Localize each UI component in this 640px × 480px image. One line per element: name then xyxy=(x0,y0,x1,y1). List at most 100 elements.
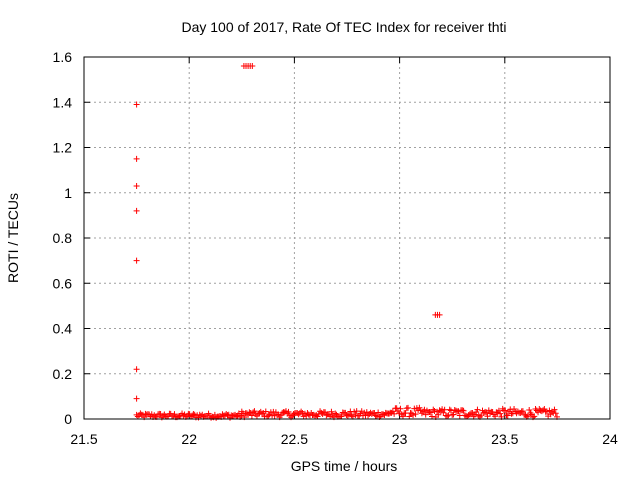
data-point xyxy=(504,412,511,419)
data-point xyxy=(396,410,403,417)
data-point xyxy=(429,413,436,420)
data-point xyxy=(397,405,404,412)
data-point xyxy=(435,411,442,418)
x-tick-label: 24 xyxy=(602,431,618,447)
y-tick-label: 0.2 xyxy=(53,366,73,382)
data-point xyxy=(527,410,534,417)
data-point xyxy=(303,412,310,419)
data-point xyxy=(416,404,423,411)
data-point xyxy=(444,413,451,420)
data-point xyxy=(466,411,473,418)
data-point xyxy=(365,412,372,419)
data-point xyxy=(249,63,256,70)
data-point xyxy=(338,413,345,420)
data-point xyxy=(298,408,305,415)
data-point xyxy=(452,407,459,414)
data-point xyxy=(189,412,196,419)
data-point xyxy=(368,410,375,417)
data-point xyxy=(171,411,178,418)
data-point xyxy=(475,412,482,419)
data-point xyxy=(133,182,140,189)
data-point xyxy=(436,407,443,414)
data-point xyxy=(213,414,220,421)
data-point xyxy=(406,413,413,420)
data-point xyxy=(456,412,463,419)
data-point xyxy=(191,411,198,418)
y-tick-label: 0 xyxy=(64,411,72,427)
x-tick-label: 21.5 xyxy=(70,431,97,447)
data-point xyxy=(546,407,553,414)
data-point xyxy=(474,406,481,413)
data-point xyxy=(547,411,554,418)
data-point xyxy=(455,408,462,415)
y-tick-label: 0.8 xyxy=(53,230,73,246)
data-point xyxy=(469,410,476,417)
chart-title: Day 100 of 2017, Rate Of TEC Index for r… xyxy=(181,19,506,35)
data-point xyxy=(502,407,509,414)
data-point xyxy=(372,412,379,419)
data-point xyxy=(279,409,286,416)
data-point xyxy=(300,413,307,420)
y-tick-label: 1.2 xyxy=(53,140,73,156)
y-tick-label: 1.6 xyxy=(53,49,73,65)
data-point xyxy=(389,408,396,415)
data-point xyxy=(361,409,368,416)
data-point xyxy=(471,411,478,418)
axis-ticks: 21.5 22 22.5 23 23.5 24 0 0.2 0.4 0.6 0.8 1 1.2 1.4 1.… xyxy=(53,49,618,447)
data-point xyxy=(412,411,419,418)
data-point xyxy=(318,409,325,416)
data-point xyxy=(541,405,548,412)
y-tick-label: 1 xyxy=(64,185,72,201)
data-point xyxy=(260,409,267,416)
data-point xyxy=(446,406,453,413)
data-point xyxy=(133,155,140,162)
data-point xyxy=(299,410,306,417)
data-point xyxy=(531,413,538,420)
data-point xyxy=(332,410,339,417)
data-point xyxy=(391,410,398,417)
data-point xyxy=(380,411,387,418)
data-point xyxy=(508,410,515,417)
data-point xyxy=(430,406,437,413)
data-point xyxy=(440,409,447,416)
data-point xyxy=(290,410,297,417)
data-point xyxy=(352,412,359,419)
data-point xyxy=(133,395,140,402)
data-point xyxy=(312,412,319,419)
data-point xyxy=(552,410,559,417)
data-point xyxy=(190,411,197,418)
data-point xyxy=(133,101,140,108)
x-tick-label: 22 xyxy=(181,431,197,447)
data-point xyxy=(405,404,412,411)
data-point xyxy=(485,407,492,414)
data-point xyxy=(346,411,353,418)
data-point xyxy=(451,407,458,414)
data-point xyxy=(480,410,487,417)
data-point xyxy=(375,409,382,416)
grid-lines xyxy=(84,57,610,419)
data-point xyxy=(410,412,417,419)
data-point xyxy=(411,405,418,412)
data-point xyxy=(295,411,302,418)
data-point xyxy=(450,411,457,418)
x-tick-label: 22.5 xyxy=(281,431,308,447)
data-point xyxy=(386,410,393,417)
x-tick-label: 23.5 xyxy=(491,431,518,447)
data-point xyxy=(343,412,350,419)
data-point xyxy=(551,406,558,413)
data-point xyxy=(426,408,433,415)
data-point xyxy=(439,406,446,413)
data-point xyxy=(388,409,395,416)
data-point xyxy=(371,410,378,417)
data-point xyxy=(460,407,467,414)
data-point xyxy=(434,408,441,415)
data-point xyxy=(251,408,258,415)
data-point xyxy=(133,207,140,214)
data-point xyxy=(133,366,140,373)
data-point xyxy=(431,407,438,414)
data-point xyxy=(543,408,550,415)
y-tick-label: 0.4 xyxy=(53,321,73,337)
y-tick-label: 0.6 xyxy=(53,275,73,291)
data-point xyxy=(492,413,499,420)
